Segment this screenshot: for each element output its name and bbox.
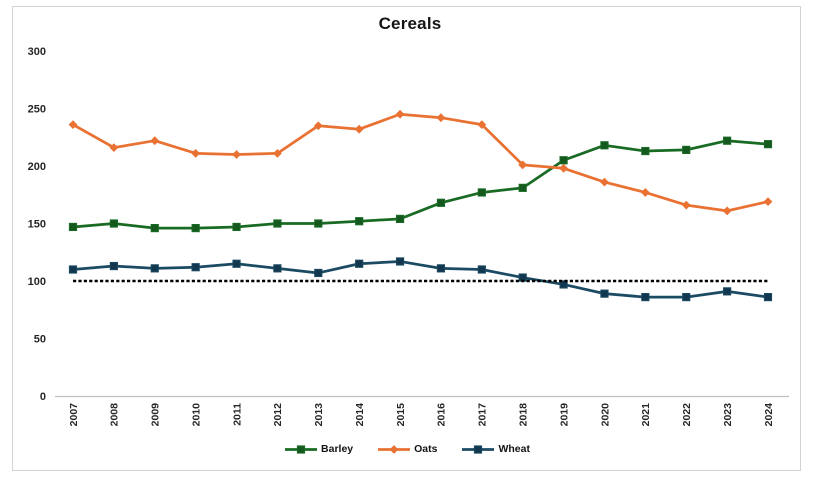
y-axis-tick-label: 50 (34, 333, 46, 345)
x-axis-tick-label: 2007 (68, 403, 80, 427)
x-axis-tick-label: 2014 (354, 403, 366, 427)
x-axis-tick-label: 2023 (722, 403, 734, 427)
legend-label: Oats (414, 443, 438, 455)
data-point-oats (436, 113, 446, 123)
data-point-barley (150, 224, 159, 233)
x-axis-tick-label: 2009 (150, 403, 162, 427)
data-point-barley (559, 156, 568, 165)
data-point-barley (723, 136, 732, 145)
y-axis-tick-label: 150 (28, 218, 46, 230)
y-axis-tick-label: 200 (28, 161, 46, 173)
legend-item-wheat: Wheat (461, 443, 530, 455)
data-point-wheat (273, 264, 282, 273)
y-axis-tick-label: 0 (40, 391, 46, 403)
data-point-wheat (436, 264, 446, 273)
data-point-barley (109, 219, 118, 228)
data-point-oats (518, 160, 528, 170)
y-axis-tick-label: 300 (28, 46, 46, 58)
data-point-wheat (723, 287, 732, 296)
data-point-wheat (682, 293, 691, 302)
data-point-barley (191, 224, 200, 233)
data-point-oats (395, 109, 405, 119)
x-axis-tick-label: 2010 (190, 403, 202, 427)
series-line-wheat (71, 260, 770, 299)
data-point-barley (477, 188, 486, 197)
data-point-wheat (109, 261, 118, 271)
data-point-barley (395, 214, 405, 224)
data-point-oats (109, 143, 119, 152)
series-oats (68, 109, 773, 216)
data-point-barley (641, 146, 650, 156)
x-axis-tick-label: 2017 (477, 403, 489, 427)
data-point-oats (600, 177, 609, 187)
series-wheat (68, 257, 773, 302)
data-point-wheat (600, 289, 609, 298)
chart-frame (12, 6, 801, 471)
x-axis-tick-label: 2018 (518, 403, 530, 427)
x-axis: 2007 2008 2009 2010 2011 2012 2013 2014 2015 2016… (68, 403, 775, 427)
data-point-oats (273, 148, 282, 158)
x-axis-tick-label: 2015 (395, 403, 407, 427)
barley-legend-marker-icon (285, 444, 318, 454)
chart-title: Cereals (378, 14, 442, 33)
data-point-wheat (395, 257, 405, 266)
data-point-barley (600, 141, 609, 150)
y-axis: 0 50 100 150 200 250 300 (28, 46, 46, 403)
series-barley (68, 136, 773, 233)
x-axis-tick-label: 2012 (272, 403, 284, 427)
x-axis-tick-label: 2008 (109, 403, 121, 427)
series-line-barley (71, 139, 770, 230)
data-point-oats (722, 206, 732, 216)
legend-label: Barley (321, 443, 354, 455)
oats-legend-marker-icon (378, 444, 411, 454)
data-point-oats (313, 121, 323, 131)
data-point-barley (682, 145, 691, 155)
data-point-oats (681, 200, 691, 210)
x-axis-tick-label: 2019 (558, 403, 570, 427)
legend-item-barley: Barley (284, 443, 353, 455)
data-point-wheat (355, 259, 364, 268)
legend-item-oats: Oats (377, 443, 437, 455)
data-point-wheat (191, 263, 200, 272)
x-axis-tick-label: 2016 (436, 403, 448, 427)
x-axis-tick-label: 2021 (640, 403, 652, 427)
data-point-barley (273, 219, 282, 228)
data-point-wheat (232, 259, 241, 268)
data-point-oats (477, 120, 487, 129)
data-point-barley (518, 183, 527, 192)
data-point-barley (314, 219, 323, 228)
wheat-legend-marker-icon (462, 444, 495, 454)
x-axis-tick-label: 2011 (231, 403, 243, 426)
x-axis-tick-label: 2024 (763, 403, 775, 427)
data-point-wheat (641, 293, 650, 302)
data-point-barley (232, 222, 241, 232)
legend-label: Wheat (498, 443, 530, 455)
x-axis-tick-label: 2020 (599, 403, 611, 427)
data-point-barley (68, 222, 78, 232)
chart-legend: Barley Oats Wheat (12, 443, 802, 455)
x-axis-tick-label: 2013 (313, 403, 325, 427)
data-point-barley (436, 198, 446, 207)
data-point-oats (68, 120, 78, 129)
data-point-wheat (477, 265, 486, 274)
y-axis-tick-label: 100 (28, 276, 46, 288)
series-line-oats (71, 112, 770, 213)
data-point-oats (191, 148, 201, 158)
data-point-barley (763, 140, 773, 149)
data-point-wheat (150, 264, 159, 273)
data-point-oats (640, 188, 650, 197)
data-point-oats (559, 163, 568, 173)
data-point-oats (763, 197, 773, 207)
x-axis-tick-label: 2022 (681, 403, 693, 427)
data-point-oats (150, 136, 160, 146)
data-point-wheat (314, 268, 323, 278)
data-point-barley (355, 217, 364, 226)
data-point-wheat (763, 293, 773, 302)
y-axis-tick-label: 250 (28, 103, 46, 115)
data-point-wheat (68, 265, 78, 274)
data-point-oats (232, 150, 241, 159)
data-point-oats (354, 124, 364, 134)
data-point-wheat (559, 280, 568, 289)
